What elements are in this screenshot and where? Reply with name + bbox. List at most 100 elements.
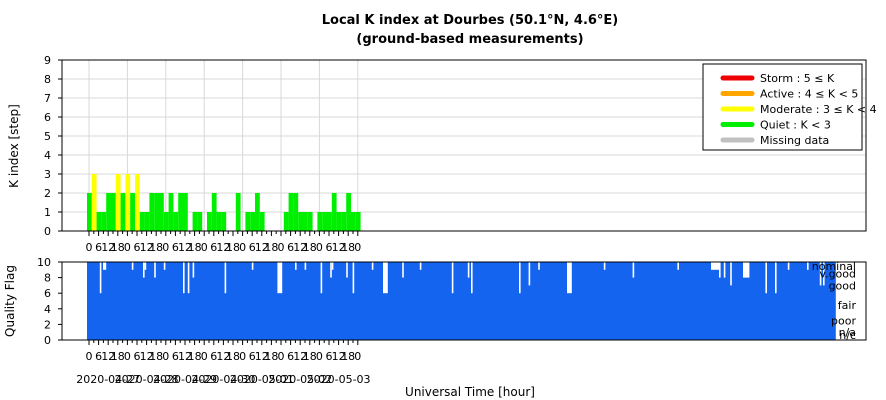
quality-level-label: v.good [819,268,856,281]
quality-x-tick-label: 0 [239,350,246,363]
quality-x-tick-label: 6 [95,350,102,363]
quality-dip [528,262,531,286]
kindex-x-tick-label: 12 [332,241,346,254]
kindex-bar [351,212,356,231]
kindex-bar [250,212,255,231]
x-axis-label: Universal Time [hour] [405,385,535,399]
quality-level-label: good [829,279,856,292]
quality-level-label: poor [831,315,856,328]
kindex-x-tick-label: 18 [303,241,317,254]
quality-dip [187,262,190,294]
kindex-bar [111,193,116,231]
quality-dip [295,262,297,270]
quality-dip [154,262,156,278]
kindex-x-tick-label: 12 [293,241,307,254]
quality-y-tick-label: 10 [37,256,51,269]
quality-dip [402,262,404,278]
quality-dip [352,262,355,294]
quality-x-tick-label: 0 [201,350,208,363]
kindex-y-tick-label: 2 [44,187,51,200]
kindex-y-tick-label: 7 [44,92,51,105]
kindex-y-axis-label: K index [step] [7,104,21,188]
kindex-bar [293,193,299,231]
kindex-bar [307,212,313,231]
kindex-x-tick-label: 0 [201,241,208,254]
quality-notch [103,262,107,270]
quality-dip [251,262,254,270]
quality-dip [823,262,825,286]
quality-x-tick-label: 0 [162,350,169,363]
kindex-y-tick-label: 1 [44,206,51,219]
kindex-bar [303,212,308,231]
quality-x-tick-label: 6 [210,350,217,363]
quality-dip [807,262,809,270]
kindex-x-tick-label: 0 [316,241,323,254]
quality-x-tick-label: 0 [86,350,93,363]
kindex-bar [255,193,260,231]
quality-plot-frame [61,261,867,341]
quality-x-tick-label: 6 [172,350,179,363]
kindex-bar [207,212,212,231]
quality-dip [419,262,422,270]
kindex-bar [120,193,126,231]
kindex-y-tick-label: 0 [44,225,51,238]
chart-title: Local K index at Dourbes (50.1°N, 4.6°E) [322,13,619,28]
kindex-bar [168,193,174,231]
date-label: 2020-04-29 [153,373,217,386]
quality-x-tick-label: 18 [188,350,202,363]
quality-gap [277,262,283,294]
quality-dip [320,262,323,294]
kindex-bar [331,193,337,231]
kindex-bar [144,212,150,231]
date-label: 2020-04-28 [115,373,179,386]
legend: Storm : 5 ≤ K Active : 4 ≤ K < 5 Moderate … [702,63,877,151]
kindex-bar [173,212,179,231]
kindex-y-tick-label: 9 [44,54,51,67]
kindex-bar [96,212,102,231]
kindex-bar [135,174,140,231]
kindex-grid [62,60,866,231]
quality-dip [730,262,732,286]
kindex-bar [298,212,303,231]
quality-dip [819,262,822,286]
kindex-bar [327,212,332,231]
kindex-x-tick-label: 18 [111,241,125,254]
quality-dip [723,262,726,278]
quality-x-tick-label: 18 [149,350,163,363]
quality-x-tick-label: 0 [316,350,323,363]
quality-dip [677,262,679,270]
kindex-bar [221,212,227,231]
kindex-bar [245,212,251,231]
kindex-bar [139,212,145,231]
quality-level-label: n/c [839,329,856,342]
date-label: 2020-05-01 [230,373,294,386]
kindex-y-tick-label: 4 [44,149,51,162]
quality-dip [538,262,540,270]
quality-dip [451,262,454,294]
kindex-bar [211,193,217,231]
kindex-bar [355,212,361,231]
kindex-x-tick-label: 6 [249,241,256,254]
quality-level-label: n/a [839,326,856,339]
chart-subtitle: (ground-based measurements) [356,32,583,47]
quality-level-label: fair [838,299,857,312]
kindex-bar [192,212,198,231]
quality-y-axis-label: Quality Flag [3,265,17,337]
quality-x-tick-label: 12 [293,350,307,363]
kindex-bar [159,193,164,231]
legend-label: Quiet : K < 3 [760,119,831,132]
quality-x-tick-label: 18 [111,350,125,363]
kindex-y-ticks: 0 1 2 3 4 5 6 7 8 9 [44,54,62,238]
quality-dip [143,262,145,278]
quality-x-tick-label: 18 [341,350,355,363]
kindex-bar [346,193,351,231]
kindex-bar [115,174,121,231]
kindex-bar [154,193,159,231]
kindex-x-tick-label: 18 [226,241,240,254]
kindex-y-tick-label: 3 [44,168,51,181]
kindex-y-tick-label: 6 [44,111,51,124]
kindex-bar [283,212,289,231]
kindex-bar [101,212,107,231]
